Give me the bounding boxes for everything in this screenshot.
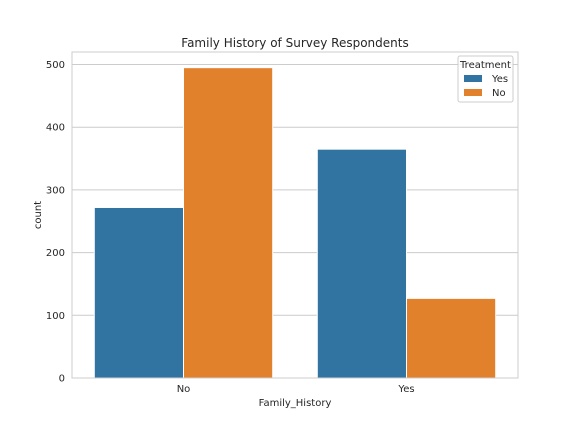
legend-swatch-yes	[464, 75, 482, 82]
bar-yes-no	[406, 297, 497, 379]
y-tick-label: 0	[59, 374, 65, 385]
x-tick-label: Yes	[397, 384, 414, 395]
y-tick-label: 300	[46, 185, 65, 196]
y-tick-label: 500	[46, 60, 65, 71]
y-tick-label: 400	[46, 123, 65, 134]
legend-items: Yes No	[464, 74, 508, 99]
y-tick-label: 200	[46, 248, 65, 259]
legend-title: Treatment	[459, 60, 511, 71]
y-axis-label: count	[33, 201, 44, 229]
chart-title: Family History of Survey Respondents	[181, 36, 408, 50]
legend-label-no: No	[492, 88, 506, 99]
y-tick-label: 100	[46, 311, 65, 322]
bar-no-yes	[93, 206, 184, 379]
legend-label-yes: Yes	[491, 74, 508, 85]
plot-frame	[71, 51, 519, 379]
bar-yes-yes	[316, 148, 407, 379]
x-ticks: No Yes	[177, 384, 415, 395]
bar-no-no	[183, 67, 274, 379]
bars	[93, 67, 497, 379]
legend: Treatment Yes No	[457, 55, 514, 103]
y-ticks: 0 100 200 300 400 500	[46, 60, 65, 384]
x-tick-label: No	[177, 384, 191, 395]
legend-swatch-no	[464, 89, 482, 96]
x-axis-label: Family_History	[259, 398, 332, 409]
